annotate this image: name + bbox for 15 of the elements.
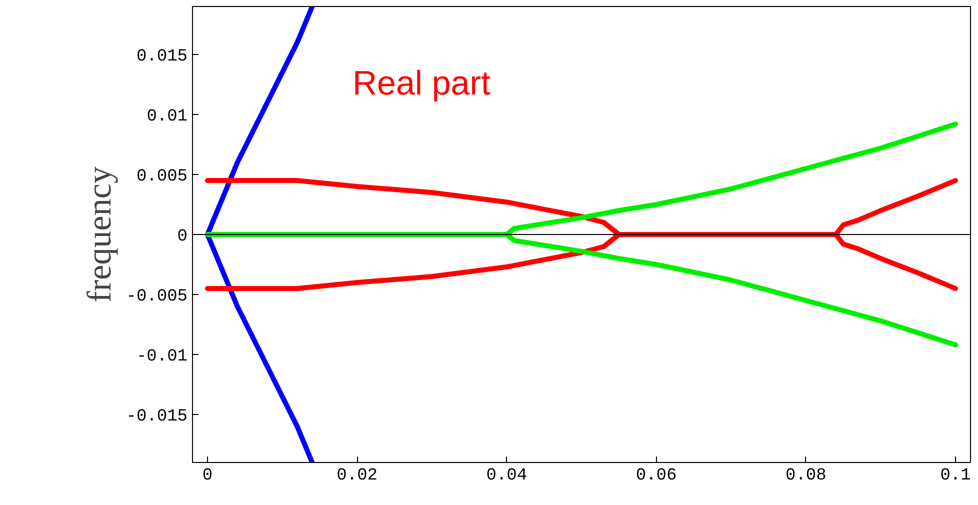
x-tick-label: 0.08 [786,466,826,486]
y-tick-label: 0.015 [136,48,188,66]
y-tick-label: 0 [177,228,188,246]
x-tick-label: 0.1 [940,466,971,486]
x-tick-label: 0.04 [486,466,528,486]
annotation: Real part [352,64,492,102]
y-tick-label: 0.01 [146,108,188,126]
x-tick-label: 0.02 [336,466,378,486]
x-tick-label: 0 [202,466,213,486]
y-tick-label: -0.015 [126,408,188,426]
y-tick-label: 0.005 [136,168,188,186]
x-tick-label: 0.06 [636,466,677,486]
y-axis-title: frequency [81,166,118,302]
y-tick-label: -0.01 [136,348,188,366]
y-tick-label: -0.005 [126,288,188,306]
